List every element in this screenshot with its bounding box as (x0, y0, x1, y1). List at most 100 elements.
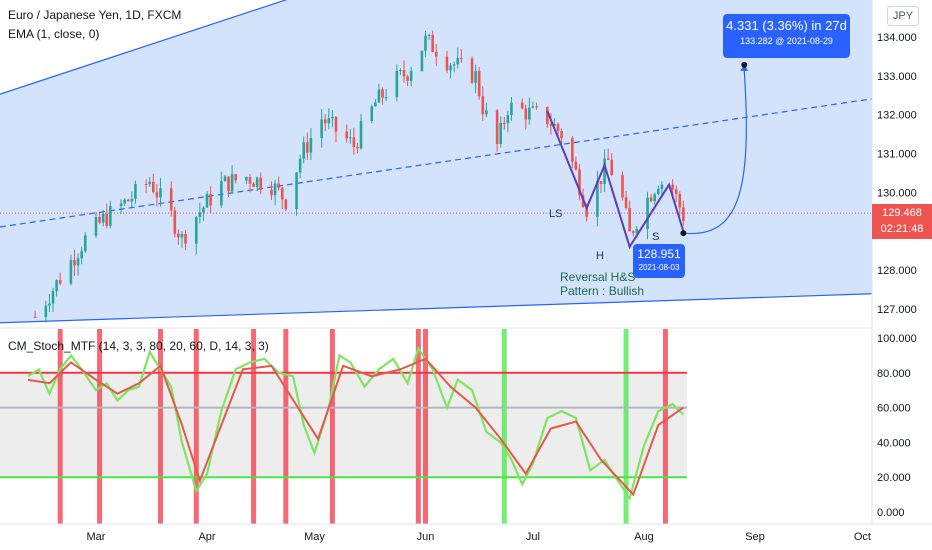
candle-body (434, 51, 438, 57)
candle-body (671, 184, 674, 190)
stoch-d-line (27, 357, 684, 497)
candle-body (553, 123, 556, 126)
time-tick-label: Jun (417, 531, 435, 543)
candle-body (549, 124, 553, 126)
candle-body (656, 189, 660, 195)
candle-body (352, 137, 356, 147)
candle-body (109, 205, 112, 226)
candle-body (180, 233, 184, 238)
candle-body (674, 189, 678, 194)
pattern-annotation[interactable]: Reversal H&S Pattern : Bullish (560, 270, 644, 298)
candle-body (528, 107, 531, 120)
channel-fill (0, 0, 872, 323)
time-axis[interactable]: Mar Apr May Jun Jul Aug Sep Oct (87, 531, 871, 543)
symbol-legend[interactable]: Euro / Japanese Yen, 1D, FXCM (8, 8, 182, 22)
price-tick-label: 132.000 (877, 110, 917, 122)
candle-body (220, 181, 223, 206)
candle-body (223, 176, 227, 182)
candle-body (94, 217, 98, 236)
candle-body (649, 197, 653, 202)
time-tick-label: Sep (745, 531, 765, 543)
candle-body (33, 316, 37, 318)
candle-body (406, 76, 409, 81)
candle-body (606, 158, 610, 160)
pattern-line2: Pattern : Bullish (560, 284, 645, 298)
channel-upper-line[interactable] (0, 0, 872, 95)
low-point[interactable] (680, 230, 687, 237)
candle-body (252, 183, 255, 187)
candle-body (51, 290, 55, 304)
candle-body (98, 217, 101, 223)
candle-body (123, 199, 126, 204)
candle-body (130, 198, 134, 202)
candle-body (452, 64, 456, 66)
target-point[interactable] (741, 61, 748, 68)
candle-body (370, 106, 374, 122)
channel-lower-line[interactable] (0, 293, 873, 324)
candle-body (431, 34, 434, 52)
price-tick-label: 127.000 (877, 304, 917, 316)
candle-body (585, 206, 588, 217)
candle-body (485, 110, 488, 115)
candle-body (456, 57, 460, 65)
candle-body (628, 208, 631, 232)
candle-body (384, 97, 388, 99)
candle-body (69, 259, 73, 284)
candle-body (374, 102, 377, 107)
target-projection-curve[interactable] (683, 70, 747, 235)
time-tick-label: Apr (198, 531, 215, 543)
candle-body (155, 192, 159, 198)
candle-body (234, 174, 237, 181)
candle-body (169, 188, 173, 211)
last-price-value: 129.468 (882, 207, 922, 219)
stoch-legend[interactable]: CM_Stoch_MTF (14, 3, 3, 80, 20, 60, D, 1… (8, 339, 269, 353)
candle-body (58, 280, 62, 284)
candle-body (270, 189, 273, 196)
red-signal-bar (662, 329, 668, 524)
time-tick-label: May (304, 531, 325, 543)
target-label-box[interactable]: 4.331 (3.36%) in 27d 133.282 @ 2021-08-2… (723, 14, 850, 58)
s-label: S (652, 231, 660, 243)
stoch-axis[interactable]: 0.000 20.000 40.000 60.000 80.000 100.000 (877, 333, 917, 519)
candle-body (506, 114, 510, 124)
candle-body (682, 207, 685, 221)
candle-body (596, 181, 599, 217)
ema-legend[interactable]: EMA (1, close, 0) (8, 27, 100, 41)
channel-median-line[interactable] (0, 98, 873, 228)
candle-body (477, 71, 481, 97)
stoch-tick-label: 100.000 (877, 333, 917, 345)
candle-body (148, 181, 152, 185)
candle-body (202, 207, 205, 213)
candle-body (105, 213, 109, 226)
stoch-band-fill (0, 372, 687, 478)
candle-body (245, 177, 248, 181)
candle-body (535, 106, 538, 108)
candle-body (599, 181, 603, 184)
candle-body (320, 119, 323, 139)
candle-body (502, 122, 506, 124)
candle-body (395, 71, 399, 98)
stoch-tick-label: 60.000 (877, 403, 911, 415)
red-signal-bar (423, 329, 428, 524)
candle-body (309, 138, 313, 153)
candle-body (177, 233, 180, 238)
candle-body (470, 58, 474, 83)
ls-label: LS (549, 208, 563, 220)
candle-body (678, 193, 682, 208)
candle-body (610, 159, 614, 176)
stoch-tick-label: 20.000 (877, 472, 911, 484)
candle-body (424, 35, 427, 51)
candle-body (381, 89, 384, 98)
low-label-box[interactable]: 128.951 2021-08-03 (633, 244, 685, 278)
candle-body (399, 70, 402, 72)
candle-body (402, 70, 406, 77)
candle-body (524, 108, 528, 120)
green-signal-bar (623, 329, 629, 524)
currency-button[interactable]: JPY (887, 6, 919, 26)
candle-body (445, 56, 449, 71)
head-and-shoulders-line[interactable] (546, 110, 685, 250)
red-signal-bar (251, 329, 257, 524)
h-label: H (596, 250, 604, 262)
candle-body (101, 213, 105, 223)
